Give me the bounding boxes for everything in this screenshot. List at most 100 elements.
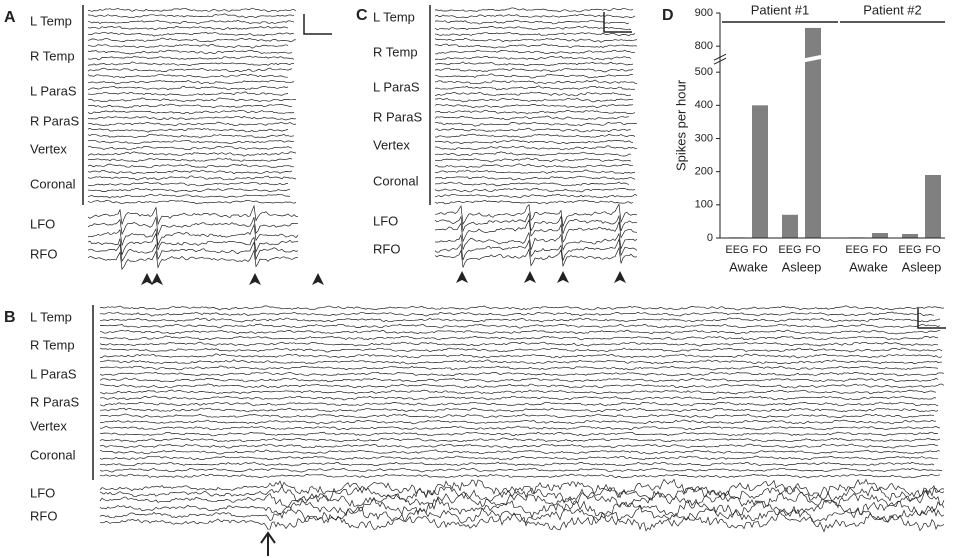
trace <box>434 188 636 193</box>
trace <box>434 32 636 37</box>
trace <box>99 425 941 431</box>
channel-label: R Temp <box>30 48 75 63</box>
patient-label: Patient #2 <box>863 2 922 17</box>
trace <box>99 419 937 425</box>
trace <box>434 37 638 43</box>
bar-break <box>760 53 830 72</box>
trace <box>99 401 939 407</box>
trace <box>435 121 638 127</box>
trace <box>99 329 941 335</box>
bar <box>752 105 768 238</box>
channel-label: R ParaS <box>30 394 79 409</box>
trace <box>434 139 634 145</box>
channel-label: LFO <box>30 485 55 500</box>
trace <box>87 13 295 19</box>
panel-letter: C <box>356 7 368 24</box>
trace <box>87 157 293 162</box>
trace <box>434 25 632 31</box>
channel-label: RFO <box>30 508 57 523</box>
bar <box>805 27 821 238</box>
trace <box>87 91 289 97</box>
trace <box>99 449 941 455</box>
trace <box>434 91 632 97</box>
channel-label: R ParaS <box>30 113 79 128</box>
trace <box>434 151 631 157</box>
trace <box>87 31 295 37</box>
trace <box>99 461 935 467</box>
condition-label: Awake <box>729 259 768 274</box>
trace <box>434 157 632 163</box>
channel-label: Vertex <box>30 141 67 156</box>
y-tick-label: 100 <box>695 199 713 211</box>
trace <box>434 246 638 268</box>
panel-letter: B <box>4 309 16 326</box>
trace <box>87 204 299 226</box>
trace <box>87 103 293 109</box>
arrow <box>260 531 276 556</box>
y-tick-label: 800 <box>695 40 713 52</box>
trace <box>434 181 630 187</box>
x-tick-label: EEG <box>845 244 868 256</box>
bar <box>925 174 941 238</box>
patient-label: Patient #1 <box>751 2 810 17</box>
panel-letter: D <box>662 7 674 24</box>
trace <box>99 431 939 437</box>
channel-label: LFO <box>373 213 398 228</box>
trace <box>99 371 945 377</box>
y-tick-label: 500 <box>695 66 713 78</box>
channel-label: L Temp <box>30 309 72 324</box>
trace <box>99 443 939 449</box>
y-tick-label: 400 <box>695 99 713 111</box>
channel-label: R Temp <box>373 44 418 59</box>
trace <box>87 241 299 262</box>
trace <box>99 478 945 499</box>
x-tick-label: EEG <box>778 244 801 256</box>
bar <box>872 233 888 238</box>
trace <box>99 485 945 504</box>
x-tick-label: EEG <box>898 244 921 256</box>
trace <box>99 305 945 311</box>
trace <box>87 49 293 55</box>
trace <box>434 14 636 19</box>
trace <box>434 193 638 198</box>
trace <box>87 187 291 193</box>
trace <box>435 231 638 252</box>
trace <box>434 199 634 205</box>
trace <box>99 353 943 359</box>
arrowhead <box>249 273 261 285</box>
x-tick-label: FO <box>805 244 821 256</box>
panel-letter: A <box>4 9 16 26</box>
trace <box>434 49 636 55</box>
trace <box>87 145 293 151</box>
channel-label: Coronal <box>30 447 76 462</box>
trace <box>87 7 297 13</box>
trace <box>87 249 299 271</box>
trace <box>87 26 289 30</box>
x-tick-label: FO <box>752 244 768 256</box>
trace <box>87 19 295 25</box>
trace <box>87 215 299 237</box>
trace <box>99 413 935 419</box>
arrowhead <box>557 271 569 283</box>
channel-label: LFO <box>30 216 55 231</box>
channel-label: L ParaS <box>30 83 77 98</box>
arrowhead <box>312 273 324 285</box>
trace <box>87 127 289 133</box>
trace <box>99 311 935 317</box>
trace <box>434 85 636 91</box>
trace <box>87 121 297 127</box>
bar <box>782 214 798 238</box>
trace <box>87 175 297 181</box>
trace <box>434 127 632 133</box>
trace <box>99 335 939 341</box>
scale-bar <box>303 14 332 35</box>
arrowhead <box>524 271 536 283</box>
trace <box>99 317 941 323</box>
trace <box>434 109 636 115</box>
trace <box>99 365 939 371</box>
trace <box>434 163 634 169</box>
condition-label: Asleep <box>782 259 822 274</box>
trace <box>87 169 293 175</box>
channel-label: L ParaS <box>30 366 77 381</box>
trace <box>434 55 632 61</box>
